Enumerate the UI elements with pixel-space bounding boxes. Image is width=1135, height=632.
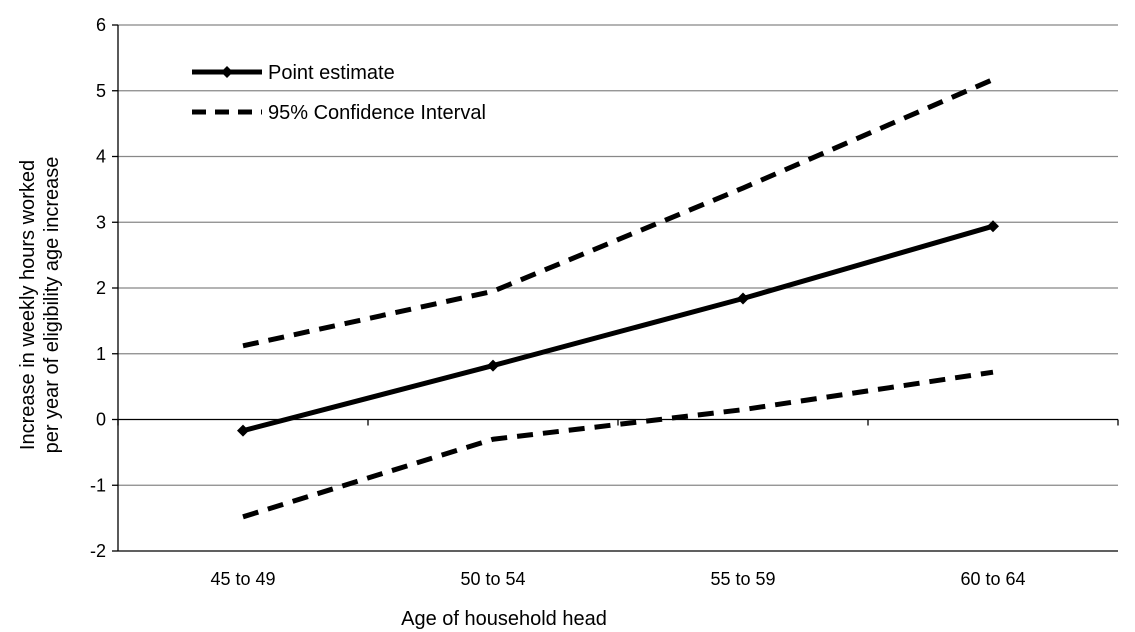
x-tick-label: 45 to 49 (210, 569, 275, 589)
series-lines (242, 77, 994, 520)
y-tick-label: -1 (90, 475, 106, 495)
x-tick-label: 60 to 64 (960, 569, 1025, 589)
y-axis-title: Increase in weekly hours worked per year… (17, 157, 63, 454)
legend-label-point-estimate: Point estimate (268, 62, 395, 84)
legend: Point estimate 95% Confidence Interval (192, 62, 486, 124)
y-tick-label: 4 (96, 147, 106, 167)
y-tick-label: 0 (96, 410, 106, 430)
y-tick-label: 2 (96, 278, 106, 298)
legend-item-confidence-interval: 95% Confidence Interval (192, 102, 486, 124)
point-estimate-marker (487, 359, 499, 372)
x-tick-label: 50 to 54 (460, 569, 525, 589)
y-tick-label: 6 (96, 15, 106, 35)
y-axis-title-line-1: Increase in weekly hours worked (17, 160, 39, 450)
y-tick-label: -2 (90, 541, 106, 561)
y-tick-label: 3 (96, 212, 106, 232)
x-tick-label: 55 to 59 (710, 569, 775, 589)
y-axis-title-line-2: per year of eligibility age increase (41, 157, 63, 454)
tick-labels: -2 -1 0 1 2 3 4 5 6 45 to 49 50 to 54 55 to 59 60 to… (90, 15, 1026, 589)
legend-item-point-estimate: Point estimate (192, 62, 395, 84)
series-line-point-estimate (242, 223, 994, 434)
point-markers (237, 220, 999, 437)
legend-label-confidence-interval: 95% Confidence Interval (268, 102, 486, 124)
series-line-confidence-interval (242, 77, 994, 349)
x-axis-title: Age of household head (401, 608, 607, 630)
point-estimate-marker (987, 220, 999, 233)
point-estimate-marker (237, 424, 249, 437)
legend-diamond-marker (221, 66, 233, 78)
series-line-confidence-interval (242, 369, 994, 520)
y-tick-label: 1 (96, 344, 106, 364)
y-tick-label: 5 (96, 81, 106, 101)
point-estimate-marker (737, 292, 749, 305)
gridlines (118, 24, 1118, 486)
